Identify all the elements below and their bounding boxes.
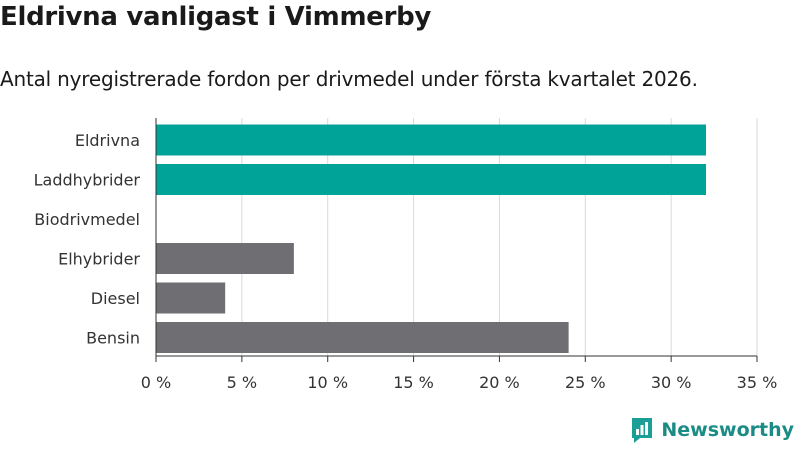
newsworthy-logo-icon [632,418,653,443]
bar-elhybrider [156,243,294,274]
category-label: Biodrivmedel [34,210,140,229]
grid-lines [241,118,758,356]
chart-title: Eldrivna vanligast i Vimmerby [0,2,432,32]
category-label: Eldrivna [75,131,140,150]
bar-bensin [156,322,569,353]
x-tick-label: 5 % [227,373,257,392]
category-label: Elhybrider [58,250,140,269]
bars [156,124,706,353]
x-tick-label: 0 % [141,373,171,392]
category-labels: Eldrivna Laddhybrider Biodrivmedel Elhybrid… [34,131,141,348]
x-tick-label: 30 % [651,373,692,392]
category-label: Laddhybrider [34,171,141,190]
x-tick-label: 15 % [393,373,434,392]
x-tick-label: 10 % [307,373,348,392]
chart-subtitle: Antal nyregistrerade fordon per drivmede… [0,67,698,91]
x-tick-label: 20 % [479,373,520,392]
bar-diesel [156,282,226,314]
bar-eldrivna [156,124,706,156]
newsworthy-logo: Newsworthy [630,416,794,444]
x-axis: 0 % 5 % 10 % 15 % 20 % 25 % 30 % 35 % [141,118,778,392]
x-tick-label: 25 % [565,373,606,392]
category-label: Diesel [91,289,140,308]
newsworthy-logo-text: Newsworthy [661,419,794,441]
x-tick-label: 35 % [737,373,778,392]
bar-laddhybrider [156,164,706,195]
category-label: Bensin [86,329,140,348]
